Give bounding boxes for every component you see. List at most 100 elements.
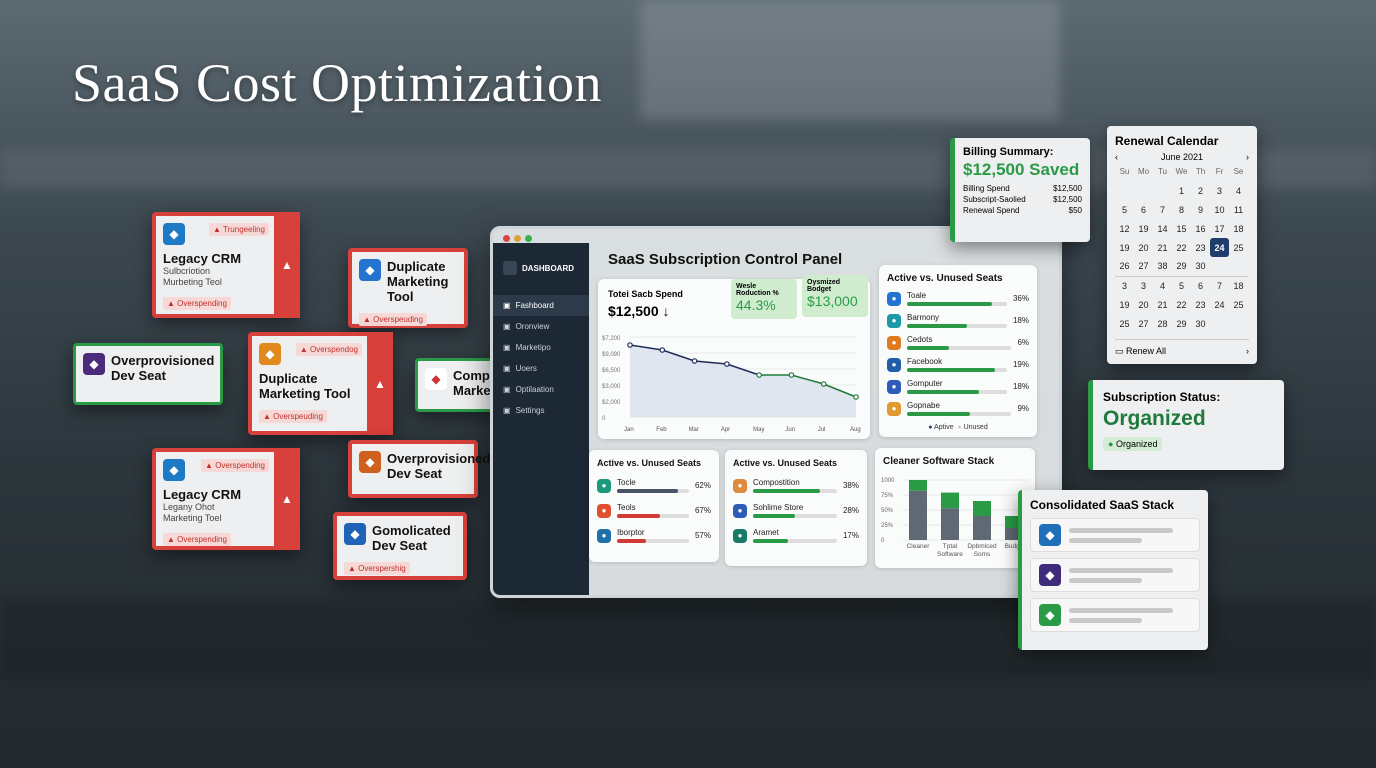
calendar-day[interactable]: 21 [1157, 242, 1168, 253]
calendar-day[interactable] [1229, 314, 1248, 333]
calendar-day[interactable]: 25 [1119, 318, 1130, 329]
calendar-day[interactable]: 9 [1197, 204, 1203, 215]
renew-all-button[interactable]: ▭ Renew All › [1115, 339, 1249, 357]
calendar-day[interactable]: 12 [1119, 223, 1130, 234]
calendar-day[interactable]: 19 [1119, 242, 1130, 253]
calendar-day[interactable]: 23 [1195, 242, 1206, 253]
calendar-day[interactable]: 3 [1216, 185, 1222, 196]
billing-title: Billing Summary: [963, 146, 1054, 158]
calendar-day[interactable]: 15 [1176, 223, 1187, 234]
problem-card[interactable]: ◆ Gomolicated Dev Seat ▲ Overspershig [333, 512, 467, 580]
stack-item[interactable]: ◆ [1030, 598, 1200, 632]
calendar-day[interactable]: 7 [1159, 204, 1165, 215]
calendar-day[interactable]: 5 [1121, 204, 1127, 215]
prev-month-icon[interactable]: ‹ [1115, 152, 1118, 162]
calendar-day[interactable]: 20 [1138, 242, 1149, 253]
minimize-dot[interactable] [514, 235, 521, 242]
calendar-day[interactable]: 27 [1138, 318, 1149, 329]
calendar-day[interactable]: 24 [1210, 238, 1229, 257]
calendar-day[interactable] [1153, 181, 1172, 200]
calendar-day[interactable]: 16 [1195, 223, 1206, 234]
sidebar-item[interactable]: ▣ Fashboard [493, 295, 589, 316]
calendar-day[interactable] [1229, 257, 1248, 276]
calendar-day[interactable] [1210, 257, 1229, 276]
headline: SaaS Cost Optimization [72, 53, 602, 113]
problem-card[interactable]: ▲ ◆ ▲ Overspendog Duplicate Marketing Tool ▲… [248, 332, 393, 435]
sidebar-item[interactable]: ▣ Uoers [493, 358, 589, 379]
calendar-day[interactable]: 30 [1195, 318, 1206, 329]
problem-card[interactable]: ◆ Duplicate Marketing Tool ▲ Overspeuding [348, 248, 468, 328]
calendar-grid: Su Mo Tu We Th Fr Se 1 2 3 4 5 6 7 8 9 10 11 12 19 14 15 16 17 1… [1115, 162, 1248, 333]
budget-value: $13,000 [807, 293, 858, 309]
problem-card[interactable]: ◆ Overprovisioned Dev Seat [348, 440, 490, 498]
calendar-day[interactable]: 14 [1157, 223, 1168, 234]
problem-card[interactable]: ▲ ◆ ▲ Trungeeling Legacy CRM Sulbcriotion Mur… [152, 212, 300, 318]
sidebar-item[interactable]: ▣ Optilaation [493, 379, 589, 400]
nav-icon: ▣ [503, 322, 511, 331]
card-header: ◆ Overprovisioned Dev Seat [83, 353, 214, 383]
app-icon: ● [597, 528, 611, 543]
calendar-day[interactable]: 29 [1176, 318, 1187, 329]
calendar-day[interactable]: 5 [1178, 280, 1184, 291]
calendar-day[interactable]: 26 [1119, 261, 1130, 272]
calendar-day[interactable]: 21 [1157, 299, 1168, 310]
placeholder-lines [1069, 607, 1191, 623]
calendar-day[interactable]: 11 [1233, 204, 1244, 215]
calendar-day[interactable]: 4 [1235, 185, 1241, 196]
calendar-day[interactable]: 4 [1159, 280, 1165, 291]
seat-bar [907, 390, 1007, 394]
calendar-day[interactable]: 7 [1216, 280, 1222, 291]
sidebar-item[interactable]: ▣ Marketipo [493, 337, 589, 358]
calendar-day[interactable] [1115, 181, 1134, 200]
stack-item[interactable]: ◆ [1030, 518, 1200, 552]
seat-pct: 19% [1012, 360, 1029, 369]
calendar-day[interactable]: 28 [1157, 318, 1168, 329]
app-name: Cedots [907, 335, 933, 344]
calendar-day[interactable]: 25 [1233, 242, 1244, 253]
calendar-day[interactable]: 10 [1214, 204, 1225, 215]
calendar-day[interactable]: 19 [1119, 299, 1130, 310]
calendar-day[interactable]: 17 [1214, 223, 1225, 234]
calendar-day[interactable]: 18 [1233, 223, 1244, 234]
overspending-badge: ▲ Overspeuding [359, 313, 427, 326]
calendar-day[interactable]: 3 [1140, 280, 1146, 291]
next-month-icon[interactable]: › [1245, 152, 1249, 162]
close-dot[interactable] [503, 235, 510, 242]
calendar-day[interactable]: 29 [1176, 261, 1187, 272]
problem-card[interactable]: ◆ Overprovisioned Dev Seat [73, 343, 223, 405]
calendar-day[interactable]: 38 [1157, 261, 1168, 272]
calendar-day[interactable]: 23 [1195, 299, 1206, 310]
app-icon: ● [597, 478, 611, 493]
calendar-day[interactable]: 19 [1138, 223, 1149, 234]
calendar-day[interactable]: 8 [1178, 204, 1184, 215]
sidebar-brand: DASHBOARD [493, 255, 589, 281]
calendar-day[interactable]: 2 [1197, 185, 1203, 196]
seat-row: ● Aramet 17% [733, 528, 859, 543]
maximize-dot[interactable] [525, 235, 532, 242]
stack-item[interactable]: ◆ [1030, 558, 1200, 592]
calendar-day[interactable]: 1 [1178, 185, 1184, 196]
seat-pct: 18% [1012, 316, 1029, 325]
calendar-day[interactable]: 25 [1233, 299, 1244, 310]
consolidated-title: Consolidated SaaS Stack [1030, 498, 1175, 512]
legend-unused: Unused [963, 424, 988, 431]
calendar-day[interactable]: 3 [1121, 280, 1127, 291]
calendar-day[interactable] [1210, 314, 1229, 333]
calendar-day[interactable]: 22 [1176, 242, 1187, 253]
calendar-day[interactable]: 30 [1195, 261, 1206, 272]
calendar-day[interactable]: 6 [1197, 280, 1203, 291]
calendar-day[interactable]: 6 [1140, 204, 1146, 215]
problem-card[interactable]: ▲ ◆ ▲ Overspending Legacy CRM Legany Ohot Mar… [152, 448, 300, 550]
sidebar-item[interactable]: ▣ Oronview [493, 316, 589, 337]
spend-line-chart: $7,200 $9,090 $6,500 $3,000 $2,000 0 Jan Feb Mar… [602, 336, 861, 433]
seat-pct: 57% [694, 531, 711, 540]
data-point [788, 372, 795, 378]
sidebar-item[interactable]: ▣ Settings [493, 400, 589, 421]
calendar-day[interactable]: 24 [1214, 299, 1225, 310]
calendar-day[interactable]: 27 [1138, 261, 1149, 272]
calendar-day[interactable]: 22 [1176, 299, 1187, 310]
calendar-day[interactable]: 20 [1138, 299, 1149, 310]
problem-card[interactable]: ◆Complitated Marketing [415, 358, 528, 412]
calendar-day[interactable]: 18 [1233, 280, 1244, 291]
calendar-day[interactable] [1134, 181, 1153, 200]
